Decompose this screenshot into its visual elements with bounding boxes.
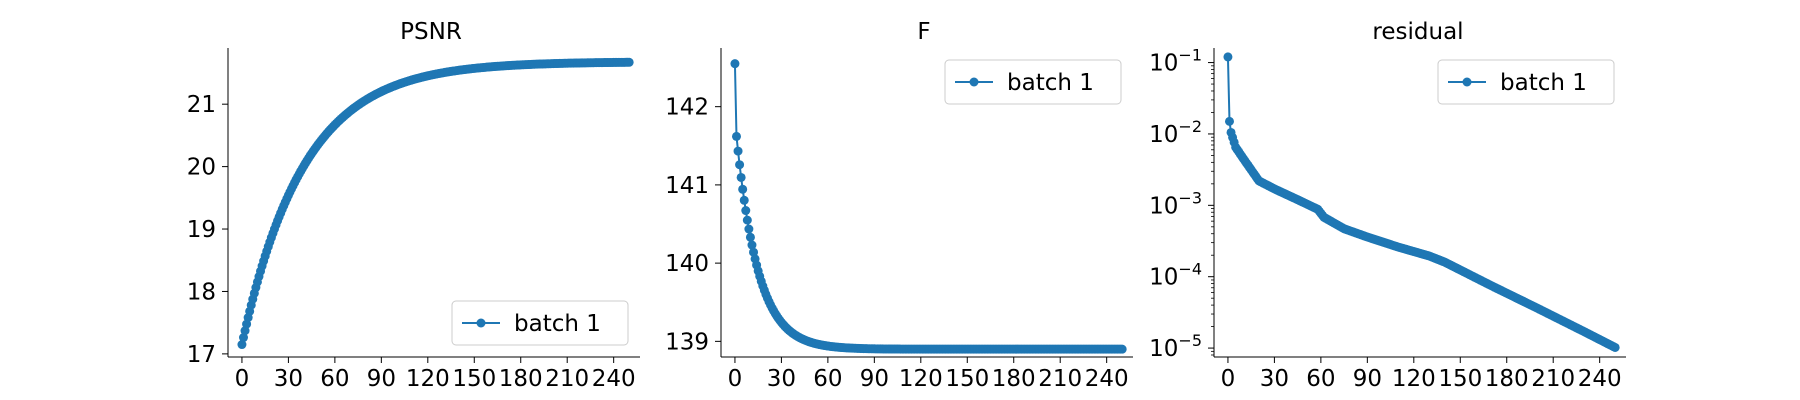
data-point xyxy=(735,160,745,170)
legend-marker xyxy=(476,318,486,328)
y-tick-label: 10−5 xyxy=(1149,331,1202,362)
x-tick-label: 180 xyxy=(1485,366,1529,392)
x-tick-label: 240 xyxy=(1085,366,1129,392)
legend-label: batch 1 xyxy=(514,311,601,337)
x-tick-label: 240 xyxy=(1578,366,1622,392)
y-tick-label: 21 xyxy=(187,92,216,118)
x-tick-label: 0 xyxy=(1221,366,1236,392)
x-tick-label: 120 xyxy=(899,366,943,392)
y-tick-label: 17 xyxy=(187,342,216,368)
data-point xyxy=(738,184,748,194)
x-tick-label: 180 xyxy=(499,366,543,392)
y-tick-label: 10−1 xyxy=(1149,46,1202,77)
y-tick-label: 10−3 xyxy=(1149,188,1202,219)
chart-title: residual xyxy=(1372,19,1463,45)
x-tick-label: 30 xyxy=(1260,366,1289,392)
y-tick-label: 18 xyxy=(187,279,216,305)
data-point xyxy=(739,195,749,205)
x-tick-label: 120 xyxy=(406,366,450,392)
data-point xyxy=(736,172,746,182)
x-tick-label: 60 xyxy=(1306,366,1335,392)
data-point xyxy=(1117,344,1127,354)
x-tick-label: 150 xyxy=(452,366,496,392)
x-tick-label: 240 xyxy=(592,366,636,392)
legend-box xyxy=(451,300,629,346)
x-tick-label: 60 xyxy=(320,366,349,392)
legend-label: batch 1 xyxy=(1500,70,1587,96)
y-tick-label: 141 xyxy=(665,173,709,199)
x-tick-label: 0 xyxy=(235,366,250,392)
x-tick-label: 30 xyxy=(274,366,303,392)
legend: batch 1 xyxy=(1437,59,1615,105)
x-tick-label: 150 xyxy=(945,366,989,392)
y-tick-label: 20 xyxy=(187,155,216,181)
y-tick-label: 140 xyxy=(665,251,709,277)
x-tick-label: 0 xyxy=(728,366,743,392)
x-tick-label: 120 xyxy=(1392,366,1436,392)
legend-marker xyxy=(969,77,979,87)
x-tick-label: 210 xyxy=(545,366,589,392)
data-point xyxy=(730,59,740,69)
data-point xyxy=(731,131,741,141)
chart-title: F xyxy=(917,19,930,45)
data-point xyxy=(237,340,247,350)
x-tick-label: 90 xyxy=(367,366,396,392)
x-tick-label: 210 xyxy=(1038,366,1082,392)
x-tick-label: 30 xyxy=(767,366,796,392)
legend: batch 1 xyxy=(451,300,629,346)
y-tick-label: 19 xyxy=(187,217,216,243)
data-point xyxy=(744,224,754,234)
data-point xyxy=(1224,116,1234,126)
y-tick-label: 139 xyxy=(665,329,709,355)
legend: batch 1 xyxy=(944,59,1122,105)
y-tick-label: 10−2 xyxy=(1149,117,1202,148)
psnr-panel: PSNR 0 30 60 90 120 150 180 210 240 17 18 19 20 21 bat… xyxy=(187,19,640,392)
data-point xyxy=(745,232,755,242)
legend-label: batch 1 xyxy=(1007,70,1094,96)
legend-marker xyxy=(1462,77,1472,87)
data-point xyxy=(1610,342,1620,352)
series-line xyxy=(733,63,1123,351)
data-point xyxy=(624,57,634,67)
y-tick-label: 142 xyxy=(665,95,709,121)
x-tick-label: 210 xyxy=(1531,366,1575,392)
data-point xyxy=(733,146,743,156)
data-point xyxy=(741,206,751,216)
chart-title: PSNR xyxy=(400,19,462,45)
data-point xyxy=(238,333,248,343)
residual-panel: residual 0 30 60 90 120 150 180 210 240 10−5 10−4 1… xyxy=(1149,19,1626,392)
x-tick-label: 180 xyxy=(992,366,1036,392)
legend-box xyxy=(944,59,1122,105)
data-point xyxy=(1223,52,1233,62)
x-tick-label: 150 xyxy=(1438,366,1482,392)
y-tick-label: 10−4 xyxy=(1149,260,1202,291)
data-point xyxy=(742,215,752,225)
x-tick-label: 60 xyxy=(813,366,842,392)
x-tick-label: 90 xyxy=(860,366,889,392)
legend-box xyxy=(1437,59,1615,105)
x-tick-label: 90 xyxy=(1353,366,1382,392)
f-panel: F 0 30 60 90 120 150 180 210 240 139 140 141 142 batc… xyxy=(665,19,1133,392)
data-point xyxy=(747,240,757,250)
